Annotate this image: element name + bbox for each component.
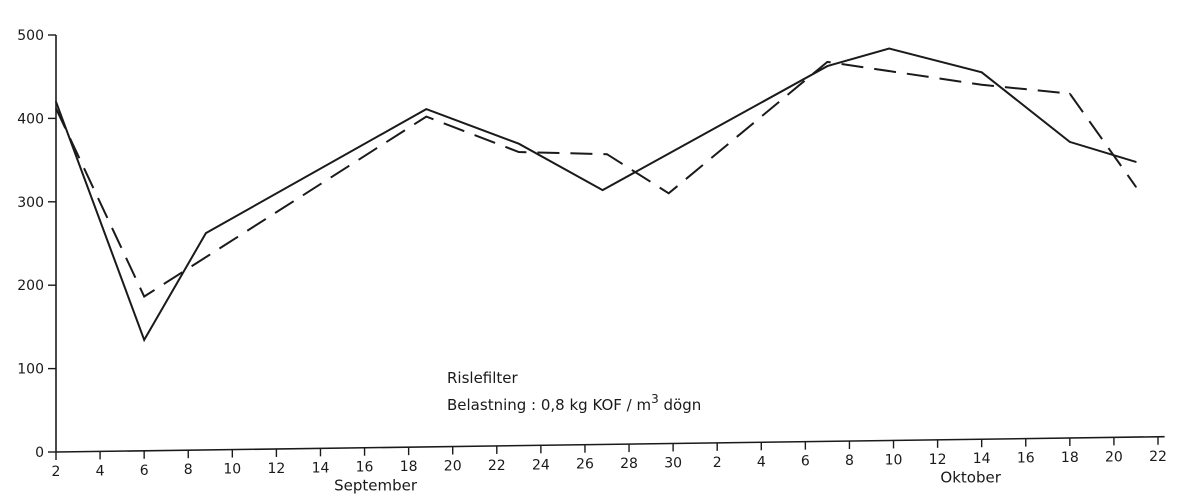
x-tick-label: 22 xyxy=(1149,449,1167,465)
data-point xyxy=(425,108,428,110)
data-point xyxy=(1069,92,1071,95)
annotation: Rislefilter Belastning : 0,8 kg KOF / m3… xyxy=(447,369,701,414)
x-axis-line xyxy=(55,435,1165,453)
x-tick-label: 18 xyxy=(1061,450,1079,466)
y-tick-label: 200 xyxy=(17,278,44,294)
x-tick-label: 6 xyxy=(801,454,810,470)
axes xyxy=(55,35,1165,453)
x-axis-ticks: 2 4 6 8 10 12 14 16 18 20 22 24 26 28 30 2 4 6 8 10 12 14 16 18… xyxy=(52,436,1167,480)
data-point xyxy=(143,295,145,298)
x-tick-label: 8 xyxy=(845,453,854,469)
x-tick-label: 10 xyxy=(885,452,903,468)
x-tick-label: 28 xyxy=(620,456,638,472)
data-point xyxy=(980,71,983,74)
data-point xyxy=(205,232,207,234)
x-tick-label: 10 xyxy=(223,462,241,478)
month-label: Oktober xyxy=(940,468,1001,486)
data-point xyxy=(518,151,520,153)
month-labels: September Oktober xyxy=(334,468,1002,494)
x-tick-label: 12 xyxy=(929,452,947,468)
data-point xyxy=(606,153,608,155)
data-point xyxy=(667,192,670,195)
data-point xyxy=(518,142,520,145)
annotation-line-2: Belastning : 0,8 kg KOF / m3 dögn xyxy=(447,392,701,414)
x-tick-label: 20 xyxy=(444,459,462,475)
series-line-dashed xyxy=(55,60,1137,298)
y-axis-ticks: 0 100 200 300 400 500 xyxy=(17,28,56,461)
x-tick-label: 26 xyxy=(576,457,594,473)
x-tick-label: 16 xyxy=(1017,451,1035,467)
y-tick-label: 400 xyxy=(17,111,44,127)
data-point xyxy=(143,339,145,341)
data-point xyxy=(601,189,604,191)
x-tick-label: 8 xyxy=(184,462,193,478)
month-label: September xyxy=(334,477,418,495)
y-tick-label: 300 xyxy=(17,195,44,211)
x-tick-label: 22 xyxy=(488,458,506,474)
annotation-line-2-suffix: dögn xyxy=(659,396,702,414)
y-tick-label: 0 xyxy=(35,445,44,461)
x-tick-label: 24 xyxy=(532,457,550,473)
x-tick-label: 14 xyxy=(312,460,330,476)
x-tick-label: 6 xyxy=(140,463,149,479)
x-tick-label: 4 xyxy=(96,463,105,479)
data-point xyxy=(826,65,829,67)
data-point xyxy=(1135,186,1137,188)
data-point xyxy=(425,115,428,118)
y-tick-label: 100 xyxy=(17,362,44,378)
x-tick-label: 4 xyxy=(757,454,766,470)
series-line-solid xyxy=(55,47,1137,343)
data-point xyxy=(55,100,57,103)
data-point xyxy=(980,83,983,86)
x-tick-label: 30 xyxy=(664,455,682,471)
x-tick-label: 12 xyxy=(267,461,285,477)
x-tick-label: 2 xyxy=(52,464,61,480)
x-tick-label: 16 xyxy=(356,460,374,476)
x-tick-label: 14 xyxy=(973,451,991,467)
data-point xyxy=(1135,161,1137,163)
data-point xyxy=(888,47,890,50)
x-tick-label: 2 xyxy=(713,455,722,471)
annotation-line-2-prefix: Belastning : 0,8 kg KOF / m xyxy=(447,396,651,414)
data-point xyxy=(826,61,829,63)
y-tick-label: 500 xyxy=(17,28,44,44)
x-tick-label: 20 xyxy=(1105,449,1123,465)
annotation-line-1: Rislefilter xyxy=(447,369,519,387)
data-point xyxy=(1069,141,1071,143)
x-tick-label: 18 xyxy=(400,459,418,475)
series-lines xyxy=(55,47,1137,343)
annotation-line-2-sup: 3 xyxy=(651,392,659,406)
data-point xyxy=(55,107,57,110)
